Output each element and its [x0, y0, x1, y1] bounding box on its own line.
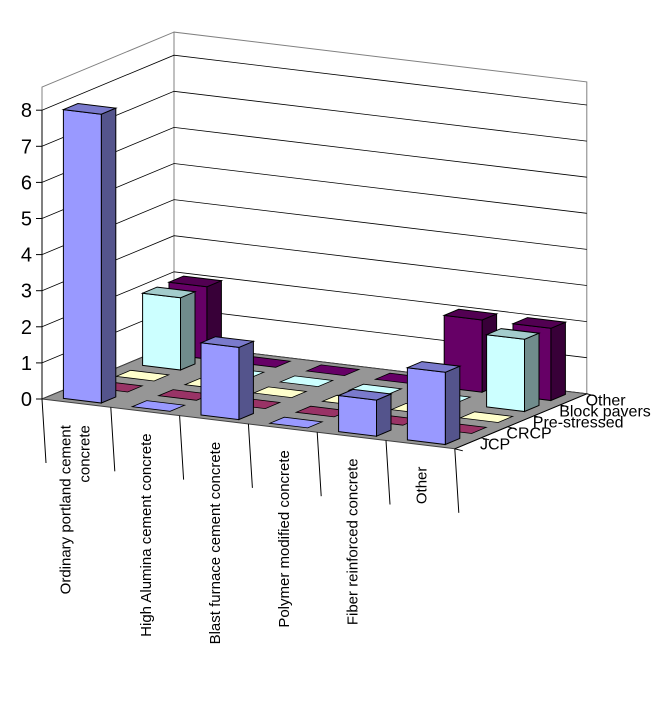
- bar: [61, 102, 118, 404]
- series-label: Block pavers: [559, 403, 651, 420]
- y-tick-label: 3: [21, 281, 32, 303]
- category-label: Blast furnace cement concrete: [207, 442, 224, 645]
- z-tick-mark: [586, 393, 595, 397]
- bar: [336, 388, 393, 437]
- z-axis: [454, 393, 587, 450]
- x-tick-mark: [316, 432, 322, 497]
- y-tick-label: 2: [21, 317, 32, 339]
- y-tick-label: 6: [21, 172, 32, 194]
- z-tick-mark: [560, 404, 569, 408]
- series-label: JCP: [480, 436, 510, 453]
- bar: [484, 328, 541, 413]
- series-label: Pre-stressed: [533, 414, 624, 431]
- category-label: Other: [413, 467, 430, 505]
- bar: [405, 361, 462, 446]
- series-label: CRCP: [506, 425, 551, 442]
- series-label: Other: [586, 392, 627, 409]
- x-tick-mark: [385, 440, 391, 505]
- bar: [140, 286, 197, 371]
- x-tick-mark: [41, 398, 47, 464]
- y-tick-label: 8: [21, 100, 32, 122]
- bar: [278, 375, 335, 388]
- z-tick-mark: [454, 448, 463, 452]
- bar: [114, 369, 171, 382]
- chart-bars: [61, 102, 568, 446]
- z-tick-mark: [507, 426, 516, 430]
- category-label: Ordinary portland cement concrete: [57, 424, 93, 594]
- bar: [130, 400, 187, 412]
- y-tick-label: 4: [21, 245, 32, 267]
- bar: [305, 364, 361, 377]
- x-tick-mark: [179, 415, 185, 480]
- y-tick-label: 7: [21, 136, 32, 158]
- y-tick-label: 5: [21, 209, 32, 231]
- category-label: High Alumina cement concrete: [138, 433, 155, 636]
- category-label: Fiber reinforced concrete: [345, 458, 362, 625]
- gridline: [41, 54, 587, 111]
- bar: [458, 411, 515, 423]
- chart-labels: 0 1 2 3 4 5 6 7 8 Ordinary portland cement concret…: [21, 100, 651, 644]
- bar: [252, 386, 308, 399]
- z-tick-mark: [533, 415, 543, 419]
- y-tick-label: 0: [21, 389, 32, 411]
- bar: [199, 336, 256, 421]
- bar: [268, 416, 324, 429]
- x-tick-mark: [110, 407, 116, 472]
- x-tick-mark: [247, 423, 253, 488]
- category-label: Polymer modified concrete: [276, 450, 293, 628]
- z-tick-mark: [481, 437, 490, 441]
- y-tick-label: 1: [21, 353, 32, 375]
- x-tick-mark: [454, 448, 460, 513]
